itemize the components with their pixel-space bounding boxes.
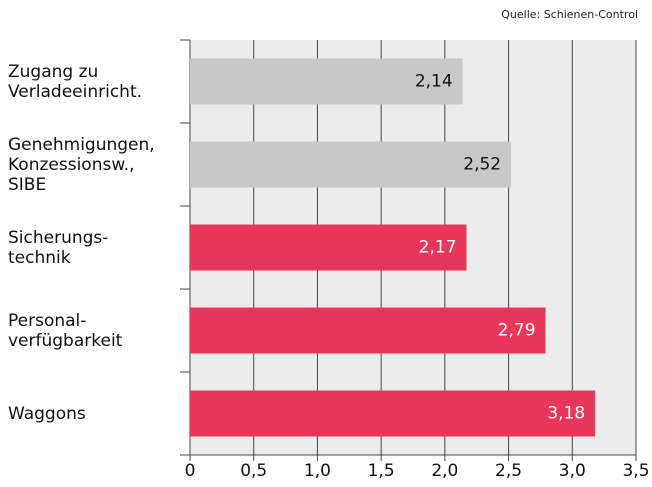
x-tick-label: 3,0 — [559, 461, 586, 481]
category-label: Sicherungs- technik — [8, 227, 109, 268]
x-tick-label: 0,5 — [240, 461, 267, 481]
value-label: 2,52 — [463, 155, 501, 175]
category-label: Waggons — [8, 403, 86, 424]
x-tick-label: 3,5 — [622, 461, 649, 481]
x-tick-label: 1,0 — [304, 461, 331, 481]
source: Quelle: Schienen-Control — [501, 8, 638, 21]
value-label: 2,17 — [419, 238, 457, 258]
x-tick-label: 1,5 — [368, 461, 395, 481]
bar — [190, 141, 512, 188]
value-label: 2,14 — [415, 72, 453, 92]
bar — [190, 307, 546, 354]
bar — [190, 224, 467, 271]
x-tick-label: 2,0 — [431, 461, 458, 481]
value-label: 3,18 — [547, 404, 585, 424]
value-label: 2,79 — [498, 321, 536, 341]
category-label: Personal- verfügbarkeit — [8, 310, 123, 351]
bar — [190, 58, 463, 105]
category-label: Genehmigungen, Konzessionsw., SIBE — [8, 134, 155, 195]
x-tick-label: 2,5 — [495, 461, 522, 481]
x-tick-label: 0 — [185, 461, 196, 481]
category-label: Zugang zu Verladeeinricht. — [8, 61, 143, 102]
bar — [190, 390, 596, 437]
